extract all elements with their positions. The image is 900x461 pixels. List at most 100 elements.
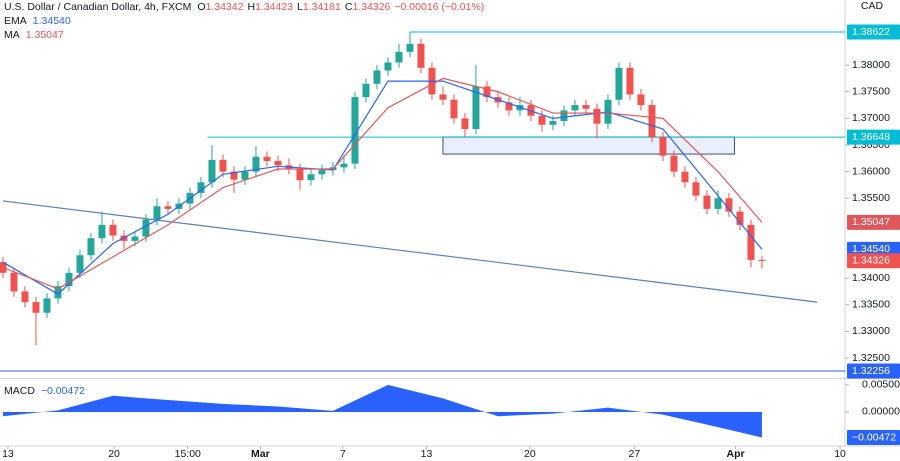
x-tick-label: Apr <box>727 448 745 460</box>
candle-body <box>450 99 458 119</box>
ohlc-value: 1.34342 <box>206 1 244 13</box>
ohlc-prefix: L <box>297 1 303 13</box>
y-tick-label: 1.34000 <box>852 272 890 284</box>
last-price-label: 1.34326 <box>852 255 890 267</box>
indicator-label-box <box>847 214 900 230</box>
candle-body <box>417 43 425 68</box>
x-tick-label: Mar <box>251 448 270 460</box>
candle-body <box>406 43 414 52</box>
legend-header: U.S. Dollar / Canadian Dollar, 4h, FXCM O… <box>4 1 484 13</box>
x-tick-label: 7 <box>340 448 346 460</box>
macd-label-box <box>847 430 900 446</box>
candle-body <box>670 155 678 172</box>
candle-body <box>208 159 216 183</box>
indicator-value: 1.35047 <box>26 29 64 41</box>
macd-y-tick-label: 0.00500 <box>862 379 900 391</box>
x-tick-label: 13 <box>421 448 433 460</box>
candle-body <box>54 286 62 299</box>
level-label: 1.36648 <box>852 131 890 143</box>
candle-body <box>571 105 579 111</box>
candle-body <box>692 182 700 196</box>
candle-body <box>615 67 623 100</box>
candle-body <box>758 259 766 261</box>
change: −0.00016 (−0.01%) <box>394 1 484 13</box>
candle-body <box>307 174 315 181</box>
x-tick-label: 20 <box>524 448 536 460</box>
candle-body <box>560 110 568 122</box>
candle-body <box>318 170 326 175</box>
candle-body <box>98 224 106 239</box>
indicator-label: 1.35047 <box>852 216 890 228</box>
candle-body <box>384 62 392 71</box>
x-tick-label: 27 <box>629 448 641 460</box>
candle-body <box>296 168 304 181</box>
candle-body <box>483 86 491 98</box>
candle-body <box>142 219 150 237</box>
indicator-name: EMA <box>4 15 27 27</box>
ohlc-prefix: C <box>345 1 353 13</box>
candle-body <box>439 94 447 100</box>
candle-body <box>76 255 84 273</box>
ohlc-value: 1.34326 <box>352 1 390 13</box>
candle-body <box>197 182 205 193</box>
macd-value: −0.00472 <box>41 385 85 397</box>
candle-body <box>263 156 271 161</box>
level-label-box <box>847 363 900 379</box>
level-label-box <box>847 129 900 145</box>
candle-body <box>637 94 645 106</box>
y-tick-label: 1.32500 <box>852 352 890 364</box>
ohlc-prefix: O <box>197 1 205 13</box>
level-label-box <box>847 24 900 40</box>
indicator-line <box>2 77 763 290</box>
indicator-line <box>2 80 763 295</box>
candle-body <box>65 272 73 287</box>
y-tick-label: 1.33000 <box>852 325 890 337</box>
indicator-legend: EMA 1.34540 <box>4 15 71 27</box>
candle-body <box>648 105 656 138</box>
candle-body <box>252 156 260 172</box>
macd-name: MACD <box>4 385 35 397</box>
candle-body <box>714 198 722 209</box>
candle-body <box>681 171 689 183</box>
candle-body <box>10 272 18 292</box>
candle-body <box>153 206 161 220</box>
y-tick-label: 1.33500 <box>852 299 890 311</box>
candle-body <box>241 171 249 180</box>
candle-body <box>659 137 667 156</box>
candle-body <box>505 102 513 111</box>
y-tick-label: 1.35500 <box>852 192 890 204</box>
y-tick-label: 1.37500 <box>852 86 890 98</box>
ohlc-value: 1.34181 <box>303 1 341 13</box>
candle-body <box>626 67 634 95</box>
last-price-label-box <box>847 253 900 269</box>
candle-body <box>87 238 95 256</box>
candle-body <box>131 236 139 241</box>
candle-body <box>725 198 733 212</box>
candle-body <box>351 97 359 164</box>
indicator-legend: MA 1.35047 <box>4 29 64 41</box>
trendline <box>2 200 818 303</box>
candle-body <box>164 206 172 209</box>
candle-body <box>747 224 755 260</box>
candle-body <box>538 115 546 125</box>
candle-body <box>593 108 601 124</box>
candle-body <box>472 86 480 130</box>
candle-body <box>582 105 590 109</box>
x-tick-label: 15:00 <box>175 448 201 460</box>
candle-body <box>43 298 51 313</box>
candle-body <box>736 211 744 225</box>
macd-y-tick-label: 0.00000 <box>862 406 900 418</box>
indicator-name: MA <box>4 29 20 41</box>
candle-body <box>703 195 711 209</box>
candle-body <box>340 163 348 168</box>
candle-body <box>32 302 40 313</box>
x-tick-label: 10 <box>834 448 846 460</box>
candle-body <box>230 171 238 180</box>
candle-body <box>362 83 370 98</box>
y-tick-label: 1.37000 <box>852 112 890 124</box>
candle-body <box>461 118 469 130</box>
candle-body <box>549 121 557 125</box>
currency: CAD <box>861 0 884 12</box>
